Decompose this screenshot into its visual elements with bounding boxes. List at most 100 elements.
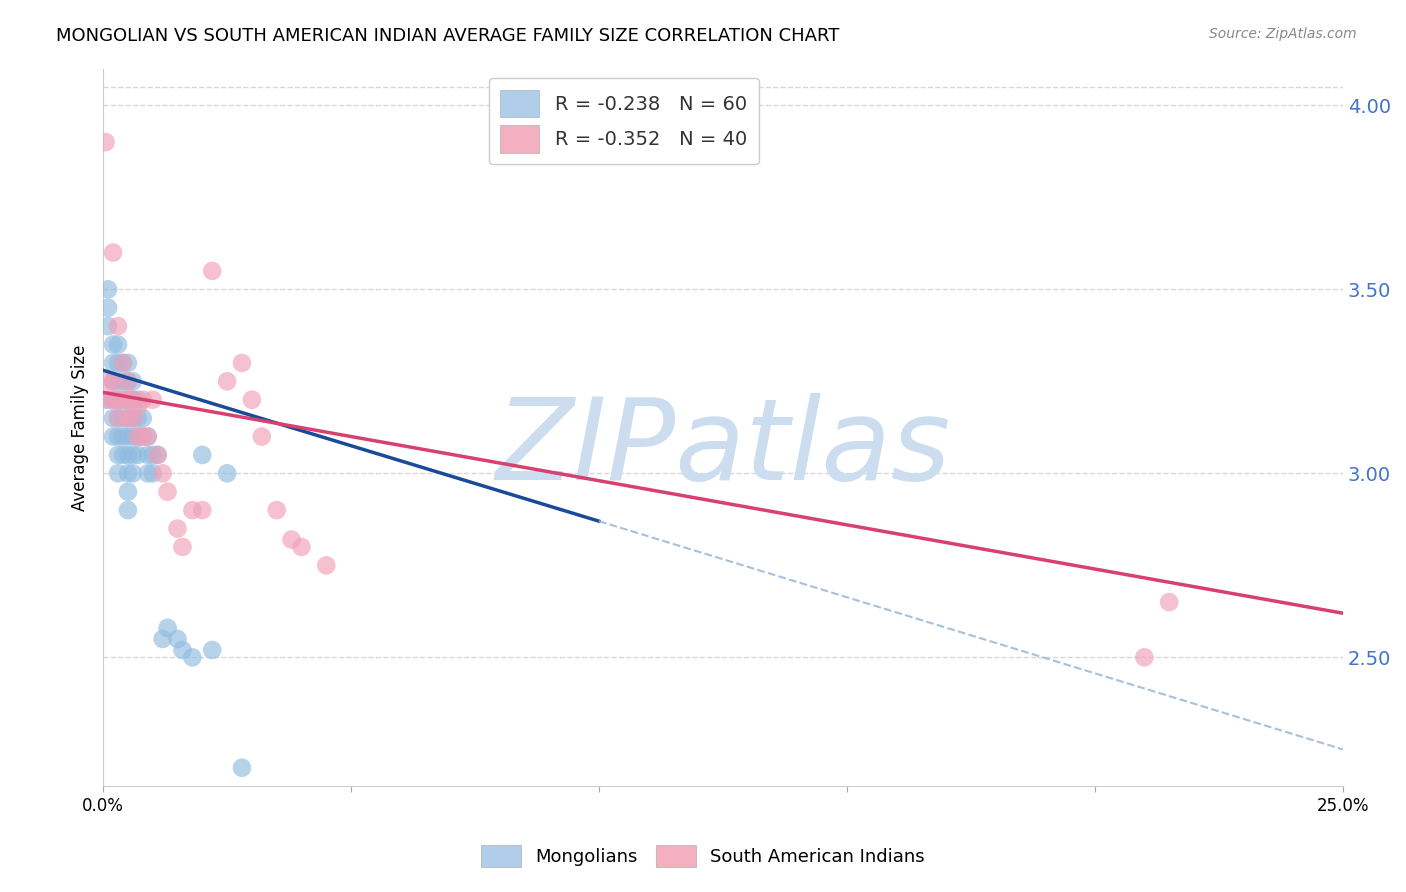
Point xyxy=(280,533,302,547)
Point xyxy=(117,392,139,407)
Point xyxy=(136,467,159,481)
Point xyxy=(172,643,194,657)
Point xyxy=(127,448,149,462)
Point xyxy=(191,503,214,517)
Point xyxy=(94,392,117,407)
Point xyxy=(111,392,134,407)
Point xyxy=(107,319,129,334)
Legend: Mongolians, South American Indians: Mongolians, South American Indians xyxy=(474,838,932,874)
Point xyxy=(315,558,337,573)
Point xyxy=(217,375,239,389)
Point xyxy=(156,621,179,635)
Point xyxy=(172,540,194,554)
Legend: R = -0.238   N = 60, R = -0.352   N = 40: R = -0.238 N = 60, R = -0.352 N = 40 xyxy=(489,78,759,164)
Point xyxy=(107,356,129,370)
Point xyxy=(122,467,145,481)
Text: MONGOLIAN VS SOUTH AMERICAN INDIAN AVERAGE FAMILY SIZE CORRELATION CHART: MONGOLIAN VS SOUTH AMERICAN INDIAN AVERA… xyxy=(56,27,839,45)
Point xyxy=(152,632,174,646)
Point xyxy=(111,429,134,443)
Point xyxy=(117,375,139,389)
Point xyxy=(111,356,134,370)
Point xyxy=(107,411,129,425)
Point xyxy=(107,467,129,481)
Point xyxy=(97,301,120,315)
Point xyxy=(101,411,124,425)
Point xyxy=(111,356,134,370)
Point xyxy=(152,467,174,481)
Point xyxy=(166,522,188,536)
Point xyxy=(101,245,124,260)
Point xyxy=(101,375,124,389)
Point xyxy=(127,411,149,425)
Point xyxy=(122,448,145,462)
Point xyxy=(94,135,117,149)
Point xyxy=(1159,595,1181,609)
Point xyxy=(117,484,139,499)
Point xyxy=(142,448,165,462)
Point xyxy=(122,392,145,407)
Point xyxy=(250,429,273,443)
Point xyxy=(127,400,149,414)
Point xyxy=(101,337,124,351)
Point xyxy=(97,319,120,334)
Point xyxy=(122,411,145,425)
Point xyxy=(166,632,188,646)
Point xyxy=(107,429,129,443)
Point xyxy=(156,484,179,499)
Point xyxy=(117,392,139,407)
Point xyxy=(107,375,129,389)
Point xyxy=(136,448,159,462)
Point xyxy=(101,392,124,407)
Point xyxy=(117,375,139,389)
Point xyxy=(127,429,149,443)
Point xyxy=(191,448,214,462)
Point xyxy=(136,429,159,443)
Point xyxy=(101,356,124,370)
Point xyxy=(117,503,139,517)
Point xyxy=(97,375,120,389)
Point xyxy=(132,429,155,443)
Point xyxy=(181,650,204,665)
Text: ZIPatlas: ZIPatlas xyxy=(495,393,950,504)
Point xyxy=(1133,650,1156,665)
Point xyxy=(181,503,204,517)
Point xyxy=(132,429,155,443)
Point xyxy=(127,392,149,407)
Point xyxy=(201,643,224,657)
Y-axis label: Average Family Size: Average Family Size xyxy=(72,344,89,510)
Point xyxy=(240,392,263,407)
Point xyxy=(231,761,253,775)
Point xyxy=(217,467,239,481)
Point xyxy=(201,264,224,278)
Point xyxy=(231,356,253,370)
Point xyxy=(107,411,129,425)
Point xyxy=(117,467,139,481)
Point xyxy=(266,503,288,517)
Point xyxy=(107,392,129,407)
Point xyxy=(111,392,134,407)
Point xyxy=(111,448,134,462)
Point xyxy=(117,448,139,462)
Point xyxy=(107,337,129,351)
Point xyxy=(97,282,120,296)
Point xyxy=(142,467,165,481)
Point xyxy=(290,540,312,554)
Point xyxy=(132,411,155,425)
Point xyxy=(136,429,159,443)
Point xyxy=(97,392,120,407)
Point xyxy=(117,411,139,425)
Point xyxy=(142,392,165,407)
Point xyxy=(146,448,169,462)
Point xyxy=(127,429,149,443)
Point xyxy=(122,429,145,443)
Point xyxy=(146,448,169,462)
Point xyxy=(117,411,139,425)
Point xyxy=(101,375,124,389)
Point xyxy=(122,392,145,407)
Point xyxy=(101,392,124,407)
Point xyxy=(122,375,145,389)
Point xyxy=(111,411,134,425)
Text: Source: ZipAtlas.com: Source: ZipAtlas.com xyxy=(1209,27,1357,41)
Point xyxy=(107,392,129,407)
Point xyxy=(132,392,155,407)
